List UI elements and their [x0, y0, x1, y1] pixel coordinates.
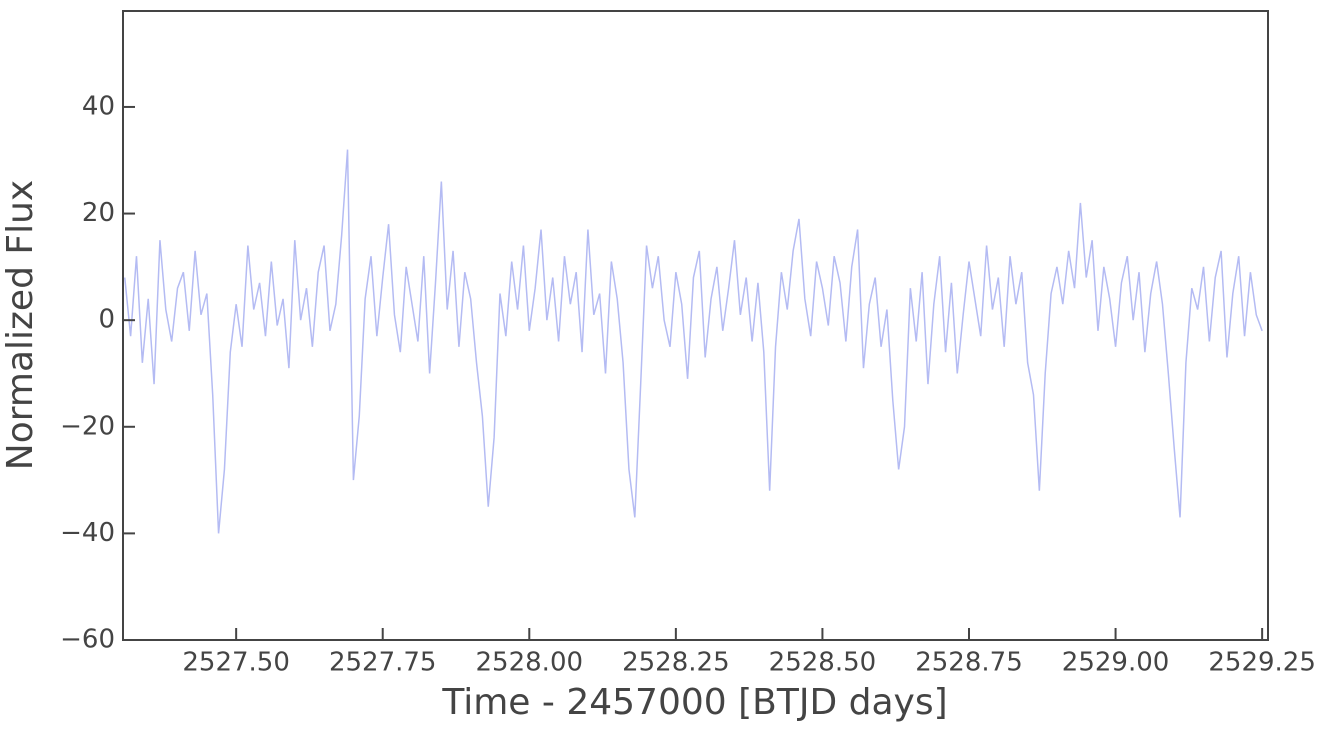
- y-tick-label: 0: [98, 305, 115, 335]
- x-axis-label: Time - 2457000 [BTJD days]: [441, 682, 947, 723]
- y-axis-label: Normalized Flux: [0, 180, 41, 470]
- y-tick-label: −40: [60, 518, 115, 548]
- y-tick-label: −20: [60, 411, 115, 441]
- x-tick-label: 2529.00: [1062, 648, 1170, 678]
- x-tick-label: 2527.75: [329, 648, 437, 678]
- x-tick-label: 2528.25: [622, 648, 730, 678]
- x-tick-label: 2527.50: [182, 648, 290, 678]
- y-tick-label: −60: [60, 625, 115, 655]
- flux-line: [124, 149, 1263, 534]
- x-tick-label: 2528.50: [769, 648, 877, 678]
- plot-frame: [122, 10, 1269, 641]
- x-tick-label: 2529.25: [1208, 648, 1316, 678]
- y-tick-label: 40: [82, 91, 115, 121]
- y-tick-label: 20: [82, 198, 115, 228]
- x-tick-label: 2528.75: [915, 648, 1023, 678]
- x-tick-label: 2528.00: [476, 648, 584, 678]
